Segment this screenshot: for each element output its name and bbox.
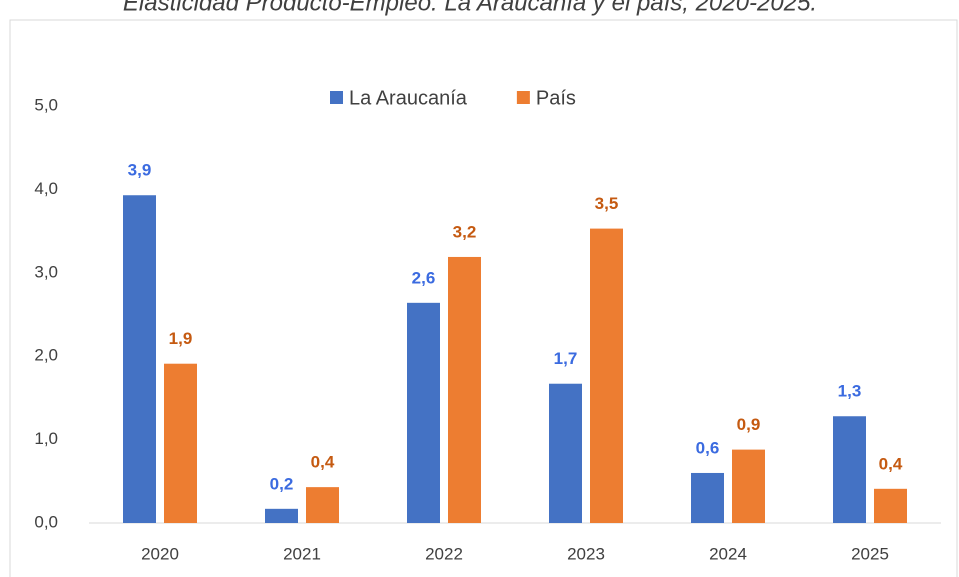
y-tick-label: 1,0	[34, 429, 58, 448]
y-tick-label: 5,0	[34, 95, 58, 114]
value-label: 0,2	[270, 474, 294, 493]
y-tick-label: 3,0	[34, 262, 58, 281]
value-label: 0,4	[311, 453, 335, 472]
value-label: 1,7	[554, 349, 578, 368]
chart-title: Elasticidad Producto-Empleo: La Araucaní…	[123, 0, 817, 16]
x-tick-label: 2021	[283, 544, 321, 563]
bar	[123, 195, 156, 523]
value-label: 0,6	[696, 438, 720, 457]
y-tick-label: 0,0	[34, 512, 58, 531]
bar	[833, 416, 866, 523]
bar	[874, 488, 907, 523]
x-tick-label: 2023	[567, 544, 605, 563]
bar	[691, 472, 724, 523]
legend-swatch	[330, 91, 343, 104]
bar	[549, 383, 582, 523]
x-tick-label: 2022	[425, 544, 463, 563]
value-label: 3,2	[453, 222, 477, 241]
x-tick-label: 2020	[141, 544, 179, 563]
x-tick-label: 2025	[851, 544, 889, 563]
legend-label: La Araucanía	[349, 87, 468, 109]
bar	[732, 449, 765, 523]
value-label: 0,9	[737, 415, 761, 434]
bar	[164, 363, 197, 523]
legend-swatch	[516, 91, 530, 104]
value-label: 1,9	[169, 329, 193, 348]
y-tick-label: 4,0	[34, 179, 58, 198]
value-label: 0,4	[879, 454, 903, 473]
bar	[306, 487, 339, 523]
value-label: 3,5	[595, 194, 619, 213]
value-label: 3,9	[128, 161, 152, 180]
legend-label: País	[536, 87, 576, 109]
bar	[590, 228, 623, 523]
value-label: 2,6	[412, 268, 436, 287]
bar	[448, 256, 481, 523]
y-tick-label: 2,0	[34, 346, 58, 365]
value-label: 1,3	[838, 382, 862, 401]
bar	[407, 302, 440, 523]
bar	[265, 508, 298, 523]
x-tick-label: 2024	[709, 544, 747, 563]
